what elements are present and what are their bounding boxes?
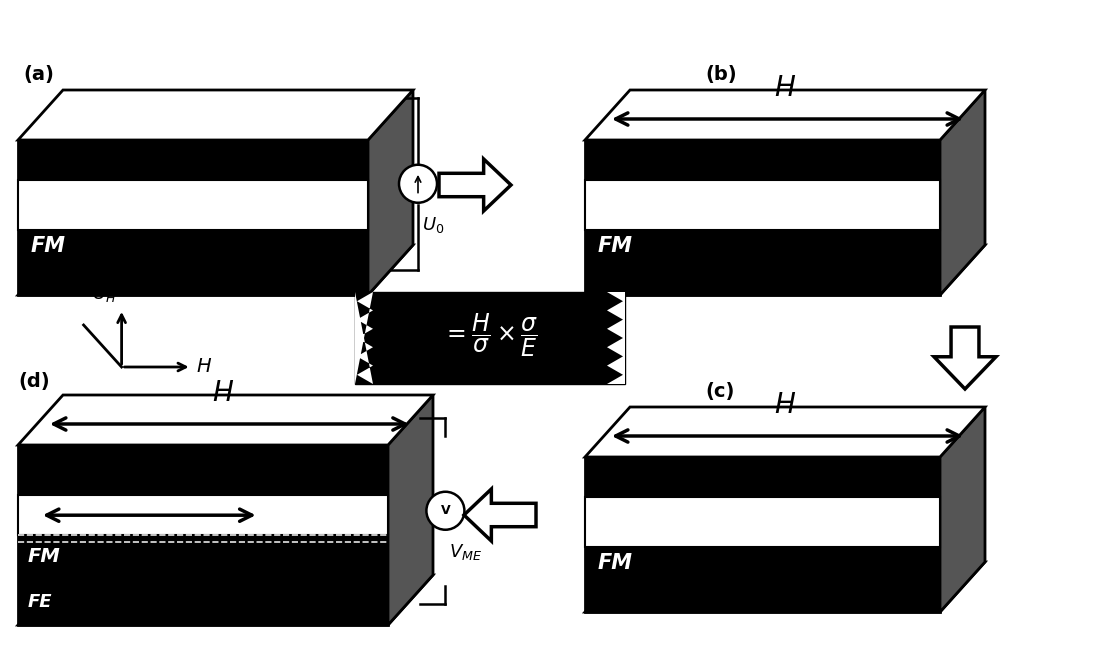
Polygon shape <box>585 562 985 612</box>
Polygon shape <box>585 180 940 230</box>
Text: $\sigma$: $\sigma$ <box>818 554 834 574</box>
Text: FM: FM <box>598 552 634 573</box>
Polygon shape <box>464 489 536 541</box>
Text: (d): (d) <box>18 372 49 391</box>
Polygon shape <box>585 90 985 140</box>
Circle shape <box>426 492 464 530</box>
Text: FM: FM <box>31 235 66 255</box>
Text: (a): (a) <box>23 65 54 84</box>
Polygon shape <box>585 407 985 457</box>
Text: FM: FM <box>29 547 60 566</box>
Polygon shape <box>940 407 985 612</box>
Text: $U_0$: $U_0$ <box>422 214 445 235</box>
Polygon shape <box>18 90 413 140</box>
Circle shape <box>399 164 437 203</box>
Polygon shape <box>585 140 940 295</box>
Text: FE: FE <box>29 593 53 611</box>
Polygon shape <box>585 497 940 547</box>
Polygon shape <box>388 395 433 625</box>
Polygon shape <box>18 445 388 625</box>
Polygon shape <box>18 180 368 230</box>
Text: $\sigma$: $\sigma$ <box>202 547 219 567</box>
Text: FM: FM <box>598 235 634 255</box>
Polygon shape <box>18 140 368 295</box>
Polygon shape <box>940 90 985 295</box>
Text: $H$: $H$ <box>774 391 796 419</box>
Polygon shape <box>355 292 373 384</box>
Polygon shape <box>585 245 985 295</box>
Polygon shape <box>439 159 511 211</box>
Polygon shape <box>585 457 940 612</box>
Text: (b): (b) <box>705 65 737 84</box>
Text: V: V <box>440 504 450 517</box>
Text: $=\dfrac{H}{\sigma}\times\dfrac{\sigma}{E}$: $=\dfrac{H}{\sigma}\times\dfrac{\sigma}{… <box>441 311 538 359</box>
Polygon shape <box>18 245 413 295</box>
Polygon shape <box>607 292 625 384</box>
Polygon shape <box>18 395 433 445</box>
Text: $H$: $H$ <box>212 379 234 407</box>
Polygon shape <box>18 575 433 625</box>
Text: (c): (c) <box>705 382 735 401</box>
Text: $H$: $H$ <box>774 74 796 102</box>
Polygon shape <box>18 495 388 535</box>
Text: $H$: $H$ <box>195 358 212 376</box>
Polygon shape <box>934 327 996 389</box>
Text: $V_{ME}$: $V_{ME}$ <box>449 541 482 562</box>
Polygon shape <box>368 90 413 295</box>
Polygon shape <box>355 292 625 384</box>
Text: $U_H$: $U_H$ <box>92 284 116 304</box>
